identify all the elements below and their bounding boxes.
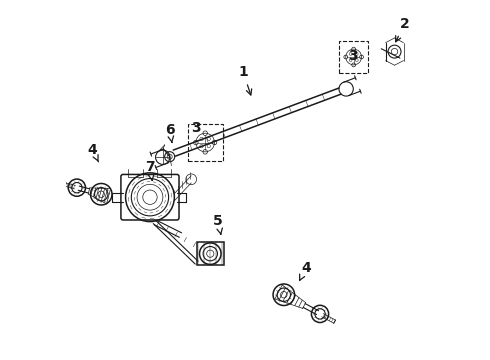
Text: 1: 1	[238, 66, 252, 95]
Text: 6: 6	[165, 123, 174, 143]
Text: 4: 4	[88, 143, 98, 162]
Bar	[339, 41, 368, 73]
Text: 5: 5	[213, 214, 223, 234]
Text: 3: 3	[348, 49, 358, 63]
Text: 3: 3	[191, 121, 200, 135]
Text: 4: 4	[299, 261, 311, 280]
Text: 2: 2	[396, 17, 410, 42]
Bar	[196, 242, 224, 265]
Bar	[188, 124, 223, 161]
Text: 7: 7	[145, 161, 155, 180]
